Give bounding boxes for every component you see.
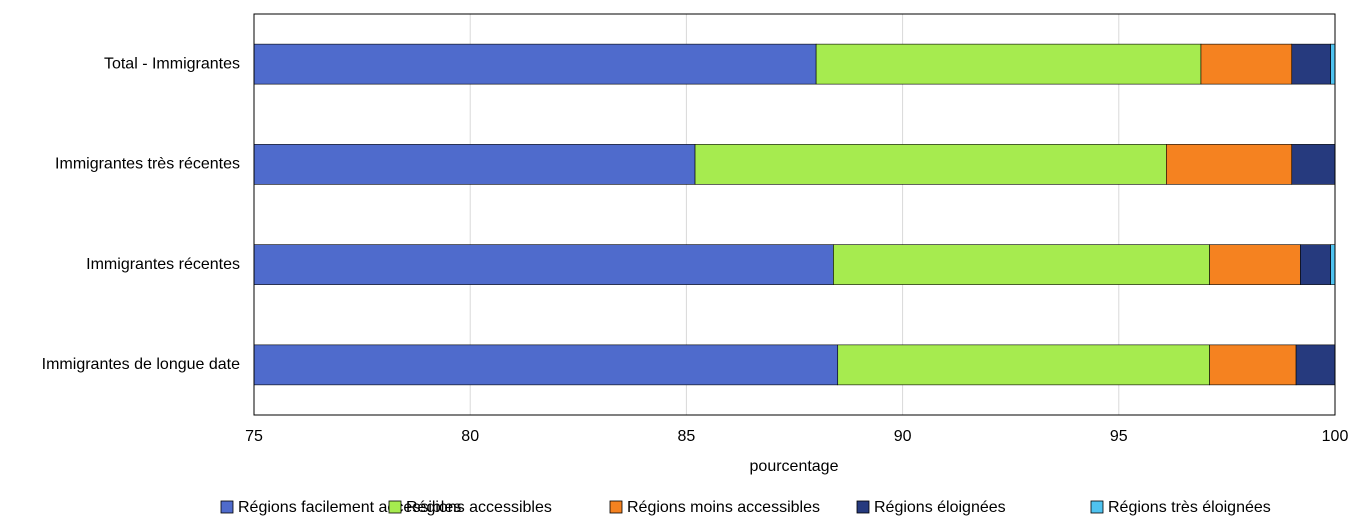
bar-segment [1291, 43, 1331, 85]
legend-swatch [856, 500, 870, 514]
bar-segment [1200, 43, 1293, 85]
x-tick-label: 85 [678, 428, 696, 445]
legend-label: Régions accessibles [406, 499, 552, 516]
bar-segment [837, 344, 1210, 386]
bar-segment [253, 43, 817, 85]
bar-segment [253, 144, 696, 185]
legend-label: Régions facilement accessibles [238, 499, 461, 516]
bar-segment [253, 244, 834, 285]
bar-segment [815, 43, 1202, 85]
x-axis-label: pourcentage [750, 458, 839, 475]
bar-segment [253, 344, 839, 386]
bar-segment [1300, 244, 1331, 285]
legend-swatch [609, 500, 623, 514]
legend-swatch [220, 500, 234, 514]
y-tick-label: Immigrantes récentes [86, 256, 240, 273]
bar-segment [1330, 43, 1336, 85]
bar-segment [694, 144, 1167, 185]
bar-segment [833, 244, 1210, 285]
legend-label: Régions éloignées [874, 499, 1006, 516]
bar-segment [1209, 244, 1301, 285]
x-tick-label: 100 [1322, 428, 1349, 445]
bar-segment [1291, 144, 1336, 185]
bar-segment [1209, 344, 1297, 386]
legend-swatch [388, 500, 402, 514]
x-tick-label: 90 [894, 428, 912, 445]
x-tick-label: 95 [1110, 428, 1128, 445]
x-tick-label: 75 [245, 428, 263, 445]
y-tick-label: Immigrantes très récentes [55, 156, 240, 173]
legend-label: Régions moins accessibles [627, 499, 820, 516]
legend-label: Régions très éloignées [1108, 499, 1271, 516]
y-tick-label: Total - Immigrantes [104, 55, 240, 72]
x-tick-label: 80 [461, 428, 479, 445]
bar-segment [1330, 244, 1336, 285]
y-tick-label: Immigrantes de longue date [42, 356, 240, 373]
bar-segment [1166, 144, 1293, 185]
bar-segment [1295, 344, 1336, 386]
legend-swatch [1090, 500, 1104, 514]
plot-frame [253, 13, 1336, 416]
